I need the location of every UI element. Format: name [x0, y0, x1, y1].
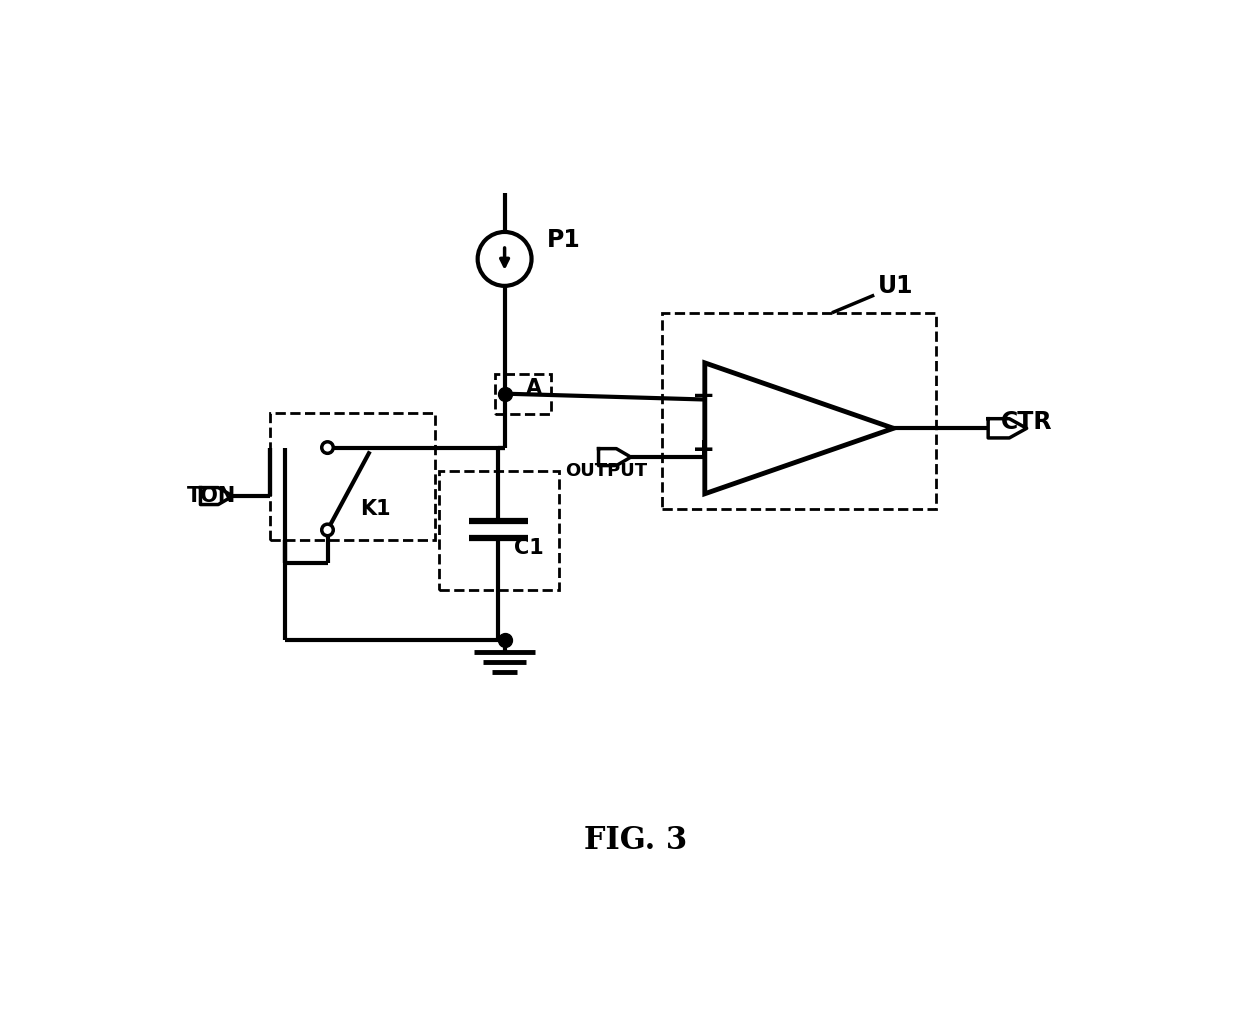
Bar — [495, 373, 551, 414]
Text: −: − — [692, 382, 715, 410]
Polygon shape — [201, 487, 233, 504]
Bar — [662, 313, 936, 510]
Polygon shape — [988, 419, 1027, 438]
Text: CTR: CTR — [1001, 410, 1053, 434]
Text: K1: K1 — [360, 499, 391, 520]
Text: +: + — [692, 436, 715, 464]
Text: P1: P1 — [547, 228, 580, 251]
Text: FIG. 3: FIG. 3 — [584, 824, 687, 856]
Bar — [270, 413, 435, 540]
Text: OUTPUT: OUTPUT — [564, 462, 647, 479]
Text: U1: U1 — [878, 273, 914, 298]
Circle shape — [321, 442, 334, 453]
Circle shape — [321, 524, 334, 536]
Text: TON: TON — [187, 486, 237, 507]
Polygon shape — [599, 449, 631, 465]
Bar — [439, 470, 558, 590]
Text: C1: C1 — [513, 538, 543, 558]
Text: A: A — [526, 378, 542, 399]
